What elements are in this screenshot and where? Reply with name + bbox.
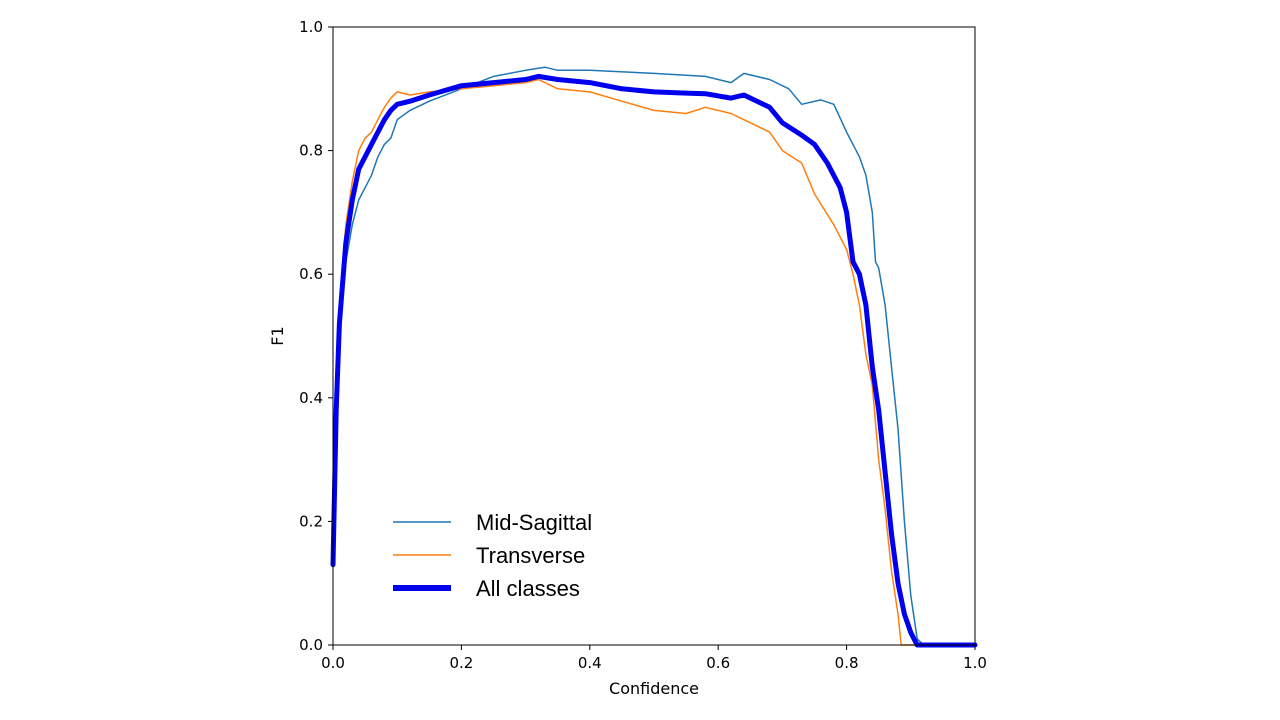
- series-line-mid-sagittal: [332, 66, 976, 646]
- y-tick-label: 0.8: [299, 142, 323, 160]
- legend: Mid-Sagittal Transverse All classes: [393, 510, 592, 601]
- x-tick-label: 1.0: [963, 654, 987, 672]
- plot-frame: [332, 26, 976, 646]
- legend-label: All classes: [476, 576, 580, 601]
- x-tick-label: 0.0: [321, 654, 345, 672]
- y-tick-label: 0.6: [299, 265, 323, 283]
- series-line-all-classes: [330, 73, 978, 648]
- x-tick-label: 0.4: [578, 654, 602, 672]
- x-tick-label: 0.8: [835, 654, 859, 672]
- legend-label: Mid-Sagittal: [476, 510, 592, 535]
- x-axis-label: Confidence: [609, 679, 699, 698]
- y-tick-label: 0.0: [299, 636, 323, 654]
- x-tick-label: 0.2: [449, 654, 473, 672]
- y-tick-label: 0.2: [299, 512, 323, 530]
- legend-label: Transverse: [476, 543, 585, 568]
- series-line-transverse: [332, 78, 976, 646]
- x-tick-label: 0.6: [706, 654, 730, 672]
- series-layer: [330, 66, 978, 648]
- y-axis-label: F1: [268, 326, 287, 345]
- y-tick-label: 1.0: [299, 18, 323, 36]
- ticks-layer: 0.0 0.2 0.4 0.6 0.8 1.0 0.0 0.2 0.4 0.6 0.8 1.0: [299, 18, 987, 672]
- y-tick-label: 0.4: [299, 389, 323, 407]
